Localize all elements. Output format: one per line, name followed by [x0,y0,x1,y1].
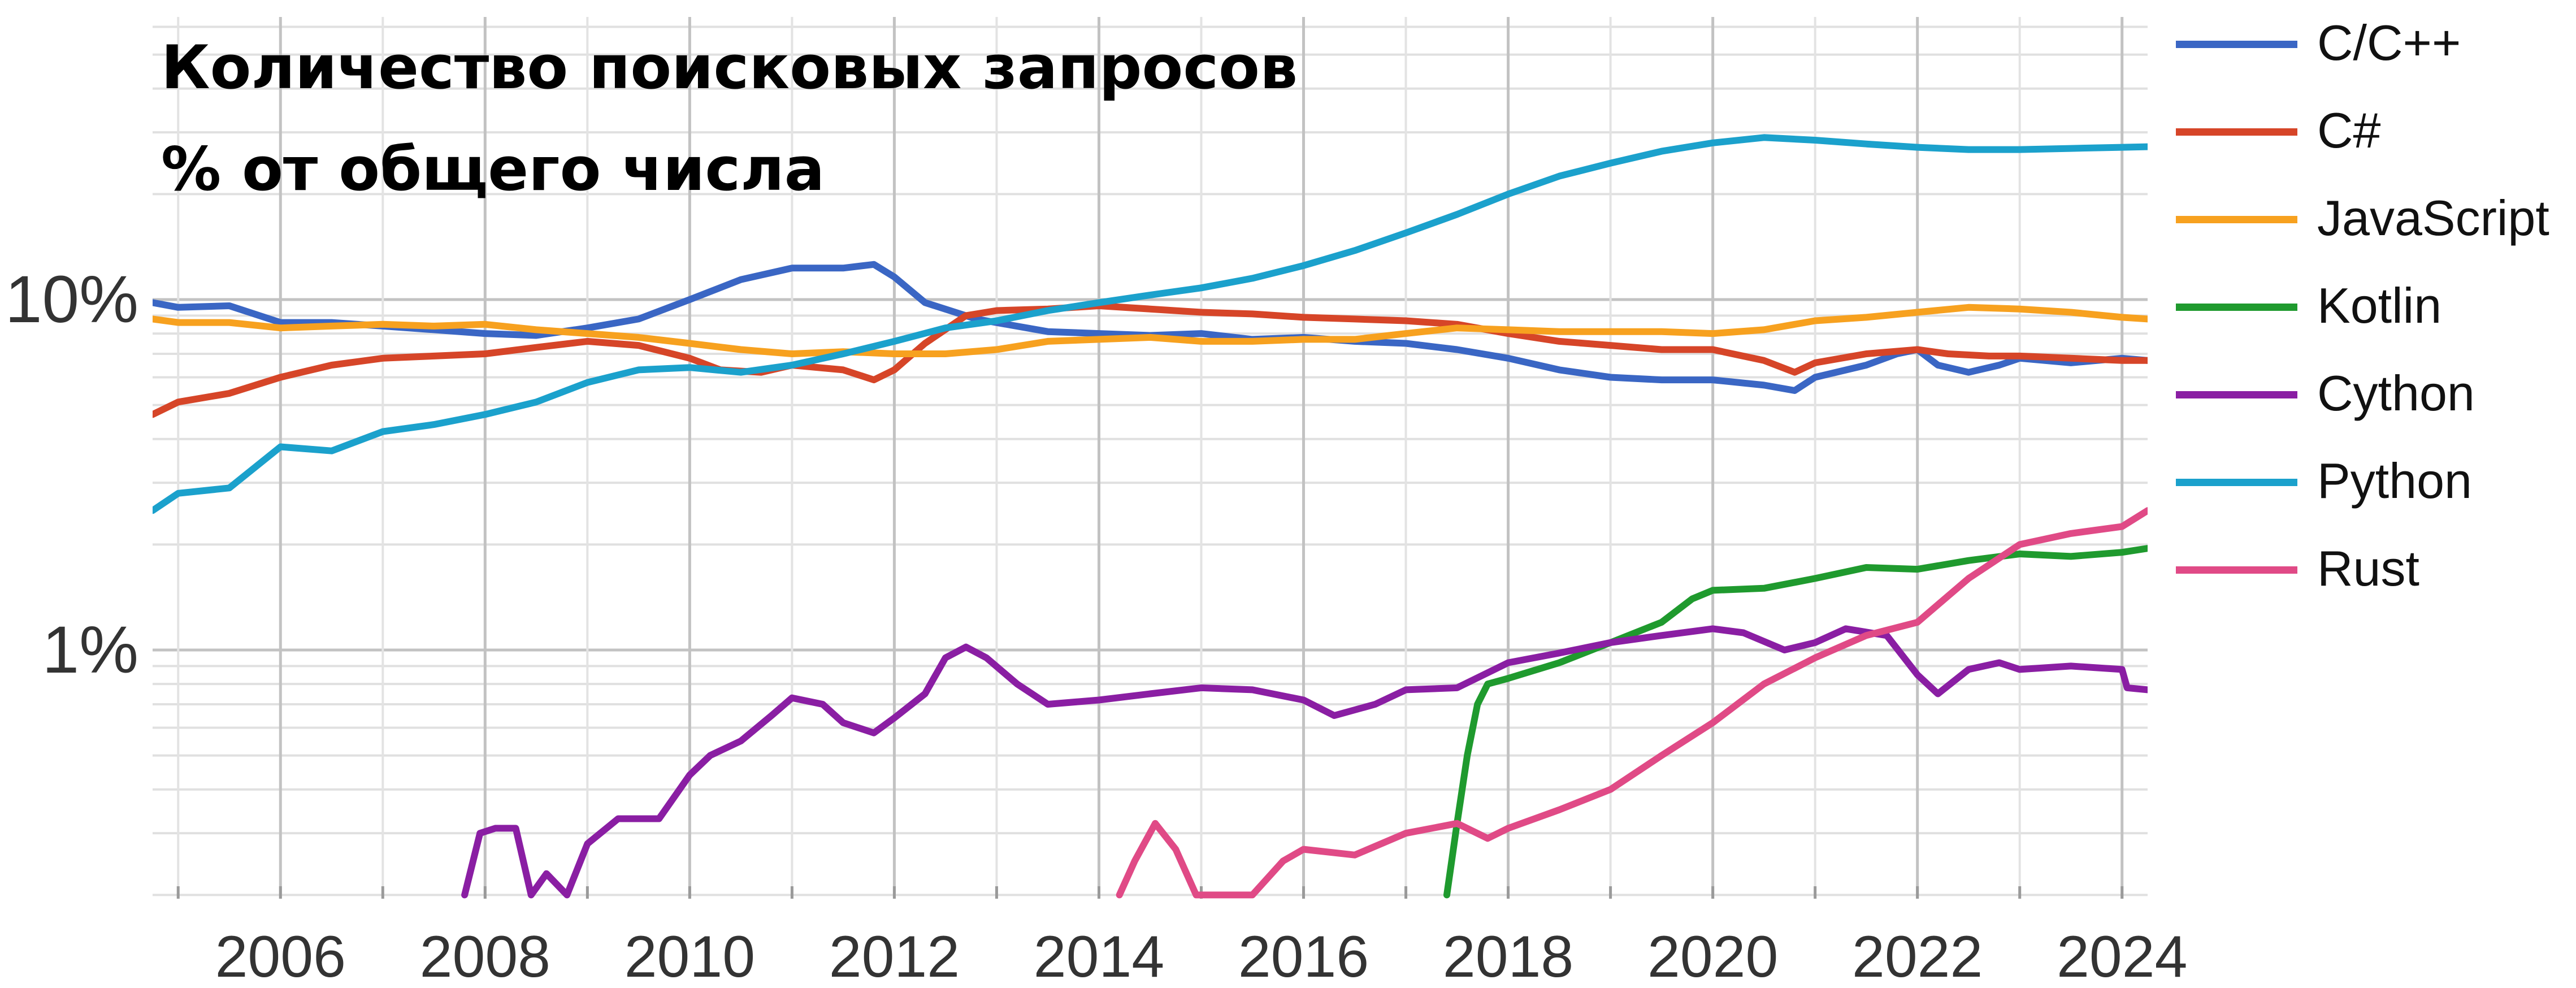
legend-label: C# [2317,102,2381,158]
legend-item: JavaScript [2170,175,2566,260]
legend-swatch [2176,41,2297,48]
legend-label: Kotlin [2317,278,2442,333]
x-axis-tick-labels: 2006 2008 2010 2012 2014 2016 2018 2020 2022 2024 [215,924,2188,988]
x-axis-ticks [176,886,2124,899]
chart-title-line-2: % от общего числа [161,135,825,204]
series-line-cython [461,625,2148,899]
legend-label: Cython [2317,365,2475,421]
series-line-rust [1116,507,2148,899]
series-line-c- [153,302,2148,418]
legend-item: Cython [2170,350,2566,435]
legend-swatch [2176,479,2297,486]
x-tick-label: 2020 [1647,924,1778,988]
legend-swatch [2176,391,2297,398]
legend-label: C/C++ [2317,15,2461,71]
x-tick-label: 2022 [1852,924,1983,988]
legend-label: JavaScript [2317,190,2549,246]
y-axis-tick-labels: 10% 1% [5,262,138,687]
series-line-kotlin [1443,545,2148,899]
series-line-javascript [153,304,2148,357]
y-tick-label: 1% [42,613,138,687]
legend-item: C/C++ [2170,0,2566,85]
legend-item: Rust [2170,526,2566,610]
x-tick-label: 2014 [1034,924,1164,988]
chart-title: Количество поисковых запросов % от общег… [161,17,1298,220]
legend-swatch [2176,566,2297,574]
y-tick-label: 10% [5,262,138,337]
legend-label: Rust [2317,540,2419,596]
legend-swatch [2176,216,2297,223]
legend-swatch [2176,128,2297,136]
x-tick-label: 2006 [215,924,346,988]
x-tick-label: 2012 [829,924,960,988]
series-line-python [153,134,2148,514]
x-tick-label: 2024 [2057,924,2187,988]
legend-item: Kotlin [2170,263,2566,348]
legend-label: Python [2317,453,2472,509]
legend-item: Python [2170,438,2566,523]
series-lines [153,134,2148,899]
legend-item: C# [2170,88,2566,172]
x-tick-label: 2008 [420,924,550,988]
legend-swatch [2176,304,2297,311]
x-tick-label: 2010 [625,924,755,988]
x-tick-label: 2016 [1238,924,1369,988]
x-tick-label: 2018 [1443,924,1573,988]
chart-title-line-1: Количество поисковых запросов [161,33,1298,102]
